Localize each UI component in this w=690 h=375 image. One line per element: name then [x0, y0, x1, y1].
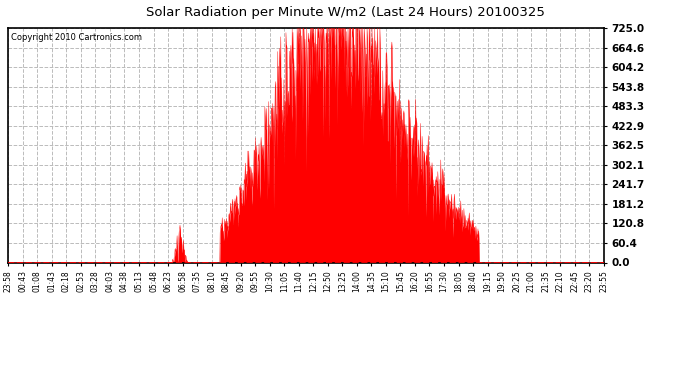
Text: Solar Radiation per Minute W/m2 (Last 24 Hours) 20100325: Solar Radiation per Minute W/m2 (Last 24…	[146, 6, 544, 19]
Text: Copyright 2010 Cartronics.com: Copyright 2010 Cartronics.com	[11, 33, 142, 42]
